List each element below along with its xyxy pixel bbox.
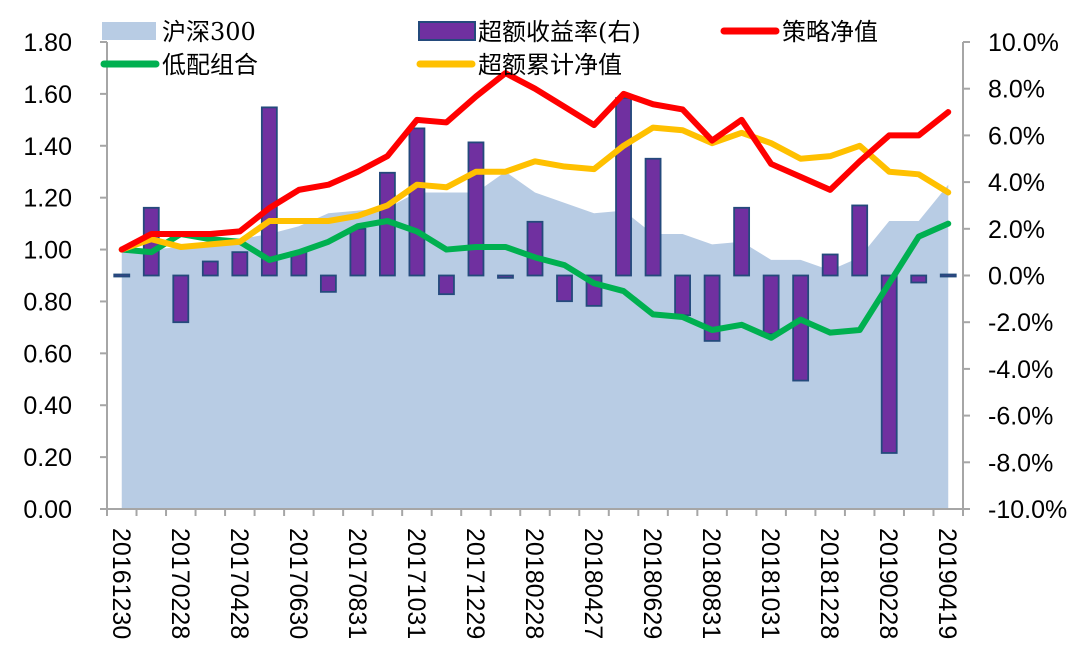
x-tick-label: 20180228 (520, 528, 548, 639)
legend-item: 超额累计净值 (416, 51, 622, 79)
legend-label: 低配组合 (162, 51, 258, 79)
x-tick-label: 20170630 (284, 528, 312, 639)
left-tick-label: 0.80 (23, 288, 72, 316)
right-tick-label: -6.0% (988, 403, 1053, 431)
x-tick-label: 20161230 (107, 528, 135, 639)
x-tick-label: 20190228 (874, 528, 902, 639)
bar-excess-return (615, 97, 632, 277)
right-tick-label: 10.0% (988, 29, 1059, 57)
x-tick-label: 20180831 (697, 528, 725, 639)
bar-excess-return (349, 227, 367, 277)
left-tick-label: 0.40 (23, 392, 72, 420)
bar-excess-return (497, 274, 514, 279)
x-tick-label: 20181031 (756, 528, 784, 639)
right-tick-label: 0.0% (988, 263, 1045, 291)
bar-excess-return (910, 274, 928, 284)
bar-excess-return (821, 253, 839, 277)
right-tick-label: -4.0% (988, 356, 1053, 384)
bar-excess-return (674, 274, 691, 317)
x-tick-label: 20180427 (579, 528, 607, 639)
x-tick-label: 20181228 (815, 528, 843, 639)
line-layer (118, 70, 952, 341)
left-tick-label: 0.60 (23, 340, 72, 368)
bar-excess-return (319, 274, 337, 293)
bar-excess-return (644, 157, 662, 277)
line-cumulative-excess-nav (118, 124, 952, 253)
bar-excess-return (556, 274, 573, 303)
line-strategy-nav (118, 70, 952, 253)
legend-item: 超额收益率(右) (418, 18, 641, 46)
left-tick-label: 0.00 (23, 496, 72, 524)
bar-excess-return (260, 106, 278, 277)
bar-excess-return (172, 274, 190, 324)
x-tick-label: 20170428 (225, 528, 253, 639)
line-underweight-portfolio (118, 218, 952, 341)
bar-layer (113, 97, 957, 454)
right-tick-label: 2.0% (988, 216, 1045, 244)
bar-excess-return (231, 251, 249, 277)
left-tick-label: 1.40 (23, 133, 72, 161)
x-tick-label: 20171031 (402, 528, 430, 639)
x-tick-label: 20170228 (166, 528, 194, 639)
right-tick-label: -10.0% (988, 496, 1067, 524)
bar-excess-return (939, 273, 957, 278)
bar-excess-return (201, 260, 219, 277)
bar-excess-return (703, 274, 721, 342)
x-tick-label: 20180629 (638, 528, 666, 639)
legend-item: 低配组合 (100, 51, 258, 79)
bar-excess-return (851, 204, 869, 277)
bar-excess-return (113, 273, 131, 278)
bar-excess-return (526, 220, 544, 277)
bar-excess-return (792, 274, 810, 382)
bar-excess-return (880, 274, 898, 454)
x-axis-ticks: 20161230 20170228 20170428 20170630 20170831… (106, 509, 964, 639)
bar-excess-return (467, 141, 485, 277)
right-tick-label: 6.0% (988, 122, 1045, 150)
x-tick-label: 20170831 (343, 528, 371, 639)
x-tick-label: 20190419 (933, 528, 961, 639)
left-tick-label: 1.20 (23, 185, 72, 213)
right-tick-label: 4.0% (988, 169, 1045, 197)
legend-item: 沪深300 (102, 18, 256, 46)
legend-swatch-area (102, 22, 156, 40)
legend-swatch-bar (418, 21, 476, 41)
left-tick-label: 1.80 (23, 29, 72, 57)
legend-label: 沪深300 (162, 18, 256, 46)
right-tick-label: -8.0% (988, 449, 1053, 477)
legend-label: 超额收益率(右) (478, 18, 641, 46)
right-tick-label: -2.0% (988, 309, 1053, 337)
bar-excess-return (408, 127, 426, 277)
left-axis-ticks: 0.00 0.20 0.40 0.60 0.80 1.00 1.20 1.40 1.60 1.80 (23, 29, 107, 524)
left-tick-label: 1.00 (23, 237, 72, 265)
bar-excess-return (762, 274, 780, 335)
left-tick-label: 0.20 (23, 444, 72, 472)
x-tick-label: 20171229 (461, 528, 489, 639)
bar-excess-return (733, 206, 751, 277)
legend-label: 策略净值 (782, 18, 878, 46)
bar-excess-return (438, 274, 455, 296)
legend-label: 超额累计净值 (478, 51, 622, 79)
right-tick-label: 8.0% (988, 76, 1045, 104)
legend-item: 策略净值 (720, 18, 878, 46)
right-axis-ticks: -10.0% -8.0% -6.0% -4.0% -2.0% 0.0% 2.0% 4.0% 6.… (963, 29, 1067, 524)
left-tick-label: 1.60 (23, 81, 72, 109)
